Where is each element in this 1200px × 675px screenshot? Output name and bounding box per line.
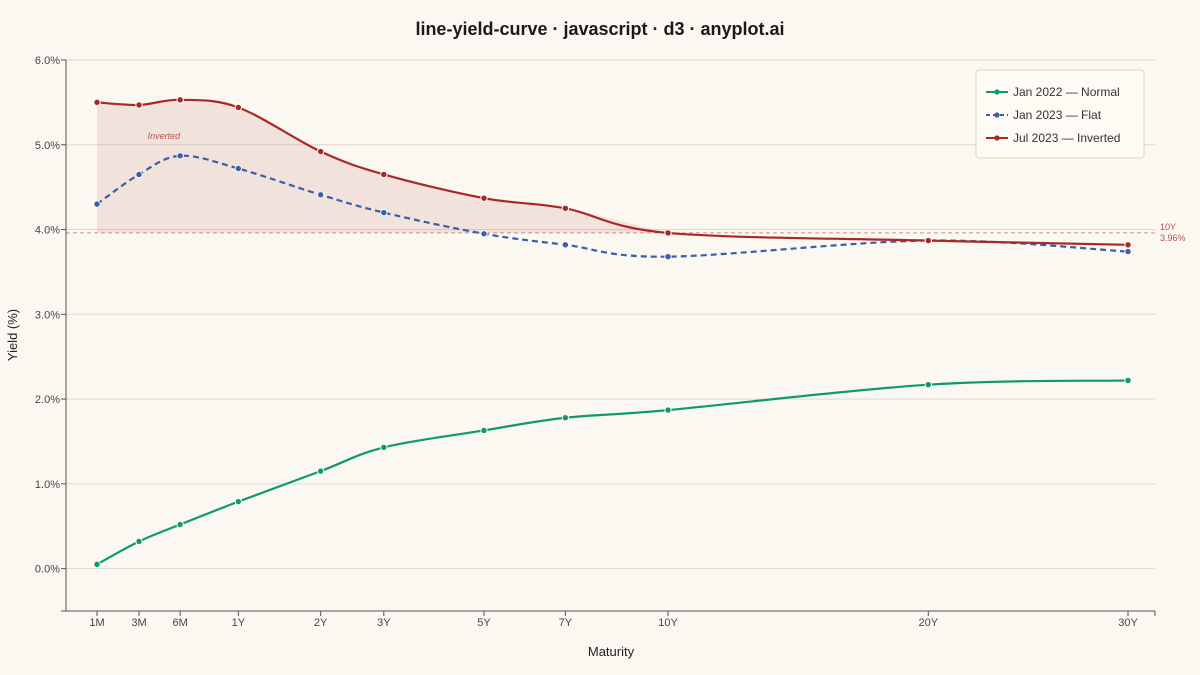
data-point — [316, 191, 325, 199]
data-point — [1124, 247, 1132, 256]
data-point — [234, 497, 243, 506]
inversion-fill — [97, 99, 669, 233]
data-point — [316, 147, 325, 156]
data-point — [176, 520, 184, 529]
y-tick-label: 1.0% — [35, 479, 60, 491]
series-line-1 — [96, 154, 1129, 258]
data-point — [480, 230, 488, 238]
x-tick-label: 2Y — [314, 617, 328, 629]
legend-label: Jan 2023 — Flat — [1013, 108, 1102, 122]
series-points — [93, 96, 1132, 569]
data-point — [93, 200, 101, 208]
data-point — [561, 241, 570, 249]
data-point — [176, 96, 184, 104]
y-axis-title: Yield (%) — [5, 309, 20, 361]
x-axis-title: Maturity — [588, 644, 635, 659]
data-point — [234, 103, 243, 112]
data-point — [561, 204, 570, 213]
x-tick-label: 3Y — [377, 617, 391, 629]
data-point — [380, 443, 388, 452]
reference-value-label: 3.96% — [1160, 233, 1186, 243]
x-tick-label: 30Y — [1118, 617, 1138, 629]
data-point — [316, 467, 325, 475]
data-point — [480, 426, 488, 435]
data-point — [93, 98, 101, 107]
y-tick-label: 3.0% — [35, 309, 60, 321]
data-point — [234, 164, 243, 173]
chart-title: line-yield-curve · javascript · d3 · any… — [415, 19, 784, 39]
data-point — [135, 170, 143, 179]
data-point — [135, 537, 143, 546]
x-tick-label: 7Y — [559, 617, 573, 629]
data-point — [664, 252, 672, 261]
x-tick-label: 1M — [89, 617, 104, 629]
legend-swatch-marker — [994, 135, 1000, 141]
inversion-label: Inverted — [148, 131, 182, 141]
data-point — [380, 170, 388, 179]
axes: 0.0% 1.0% 2.0% 3.0% 4.0% 5.0% 6.0% 1M 3M 6M 1Y 2Y 3Y… — [35, 55, 1156, 629]
y-tick-label: 4.0% — [35, 225, 60, 237]
data-point — [924, 236, 932, 245]
inversion-area: Inverted — [97, 99, 669, 233]
data-point — [664, 406, 672, 414]
data-point — [1124, 376, 1132, 385]
data-point — [664, 229, 672, 237]
gridlines — [66, 59, 1155, 570]
legend-box — [975, 69, 1145, 159]
legend: Jan 2022 — Normal Jan 2023 — Flat Jul 2023… — [975, 69, 1145, 159]
legend-swatch-marker — [994, 89, 1000, 95]
y-tick-label: 0.0% — [35, 564, 60, 576]
x-tick-label: 1Y — [232, 617, 246, 629]
x-tick-label: 6M — [173, 617, 188, 629]
x-tick-label: 10Y — [658, 617, 678, 629]
data-point — [561, 414, 570, 422]
legend-label: Jan 2022 — Normal — [1013, 85, 1120, 99]
data-point — [480, 194, 488, 202]
legend-label: Jul 2023 — Inverted — [1013, 131, 1120, 145]
x-tick-label: 5Y — [477, 617, 491, 629]
y-tick-label: 2.0% — [35, 394, 60, 406]
x-tick-label: 20Y — [918, 617, 938, 629]
data-point — [924, 380, 932, 389]
series-line-0 — [96, 379, 1129, 566]
data-point — [1124, 241, 1132, 249]
data-point — [135, 101, 143, 109]
data-point — [380, 208, 388, 217]
x-tick-label: 3M — [131, 617, 146, 629]
y-tick-label: 6.0% — [35, 55, 60, 67]
data-point — [93, 560, 101, 569]
legend-swatch-marker — [994, 112, 1000, 118]
data-point — [176, 152, 184, 160]
y-tick-label: 5.0% — [35, 140, 60, 152]
reference-label: 10Y — [1160, 222, 1176, 232]
